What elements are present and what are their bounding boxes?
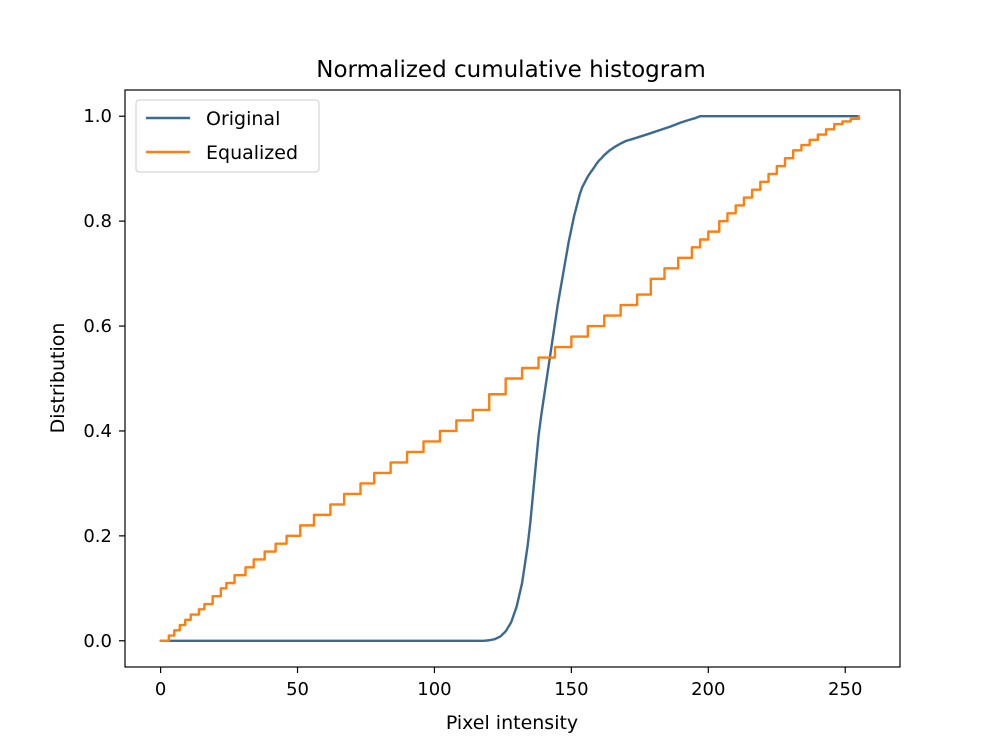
x-axis: 0 50 100 150 200 250 [155,667,862,700]
series-line-original [159,115,861,642]
chart-title: Normalized cumulative histogram [316,57,706,83]
y-tick-label: 1.0 [83,106,112,127]
y-tick-label: 0.6 [83,316,112,337]
x-tick-label: 100 [417,679,451,700]
legend-label-original: Original [206,108,280,130]
y-axis: 0.0 0.2 0.4 0.6 0.8 1.0 [83,106,125,652]
y-tick-label: 0.4 [83,421,112,442]
x-axis-title: Pixel intensity [446,712,578,734]
y-tick-label: 0.8 [83,211,112,232]
x-tick-label: 50 [286,679,309,700]
y-tick-label: 0.0 [83,631,112,652]
y-axis-title: Distribution [47,323,69,434]
x-tick-label: 0 [155,679,166,700]
x-tick-label: 250 [828,679,862,700]
x-tick-label: 200 [691,679,725,700]
series-line-equalized [159,115,861,642]
series-layer [159,115,861,642]
legend: Original Equalized [135,99,320,173]
y-tick-label: 0.2 [83,526,112,547]
x-tick-label: 150 [554,679,588,700]
plot-area [124,89,901,668]
legend-label-equalized: Equalized [206,142,298,164]
axes-frame [124,89,901,668]
